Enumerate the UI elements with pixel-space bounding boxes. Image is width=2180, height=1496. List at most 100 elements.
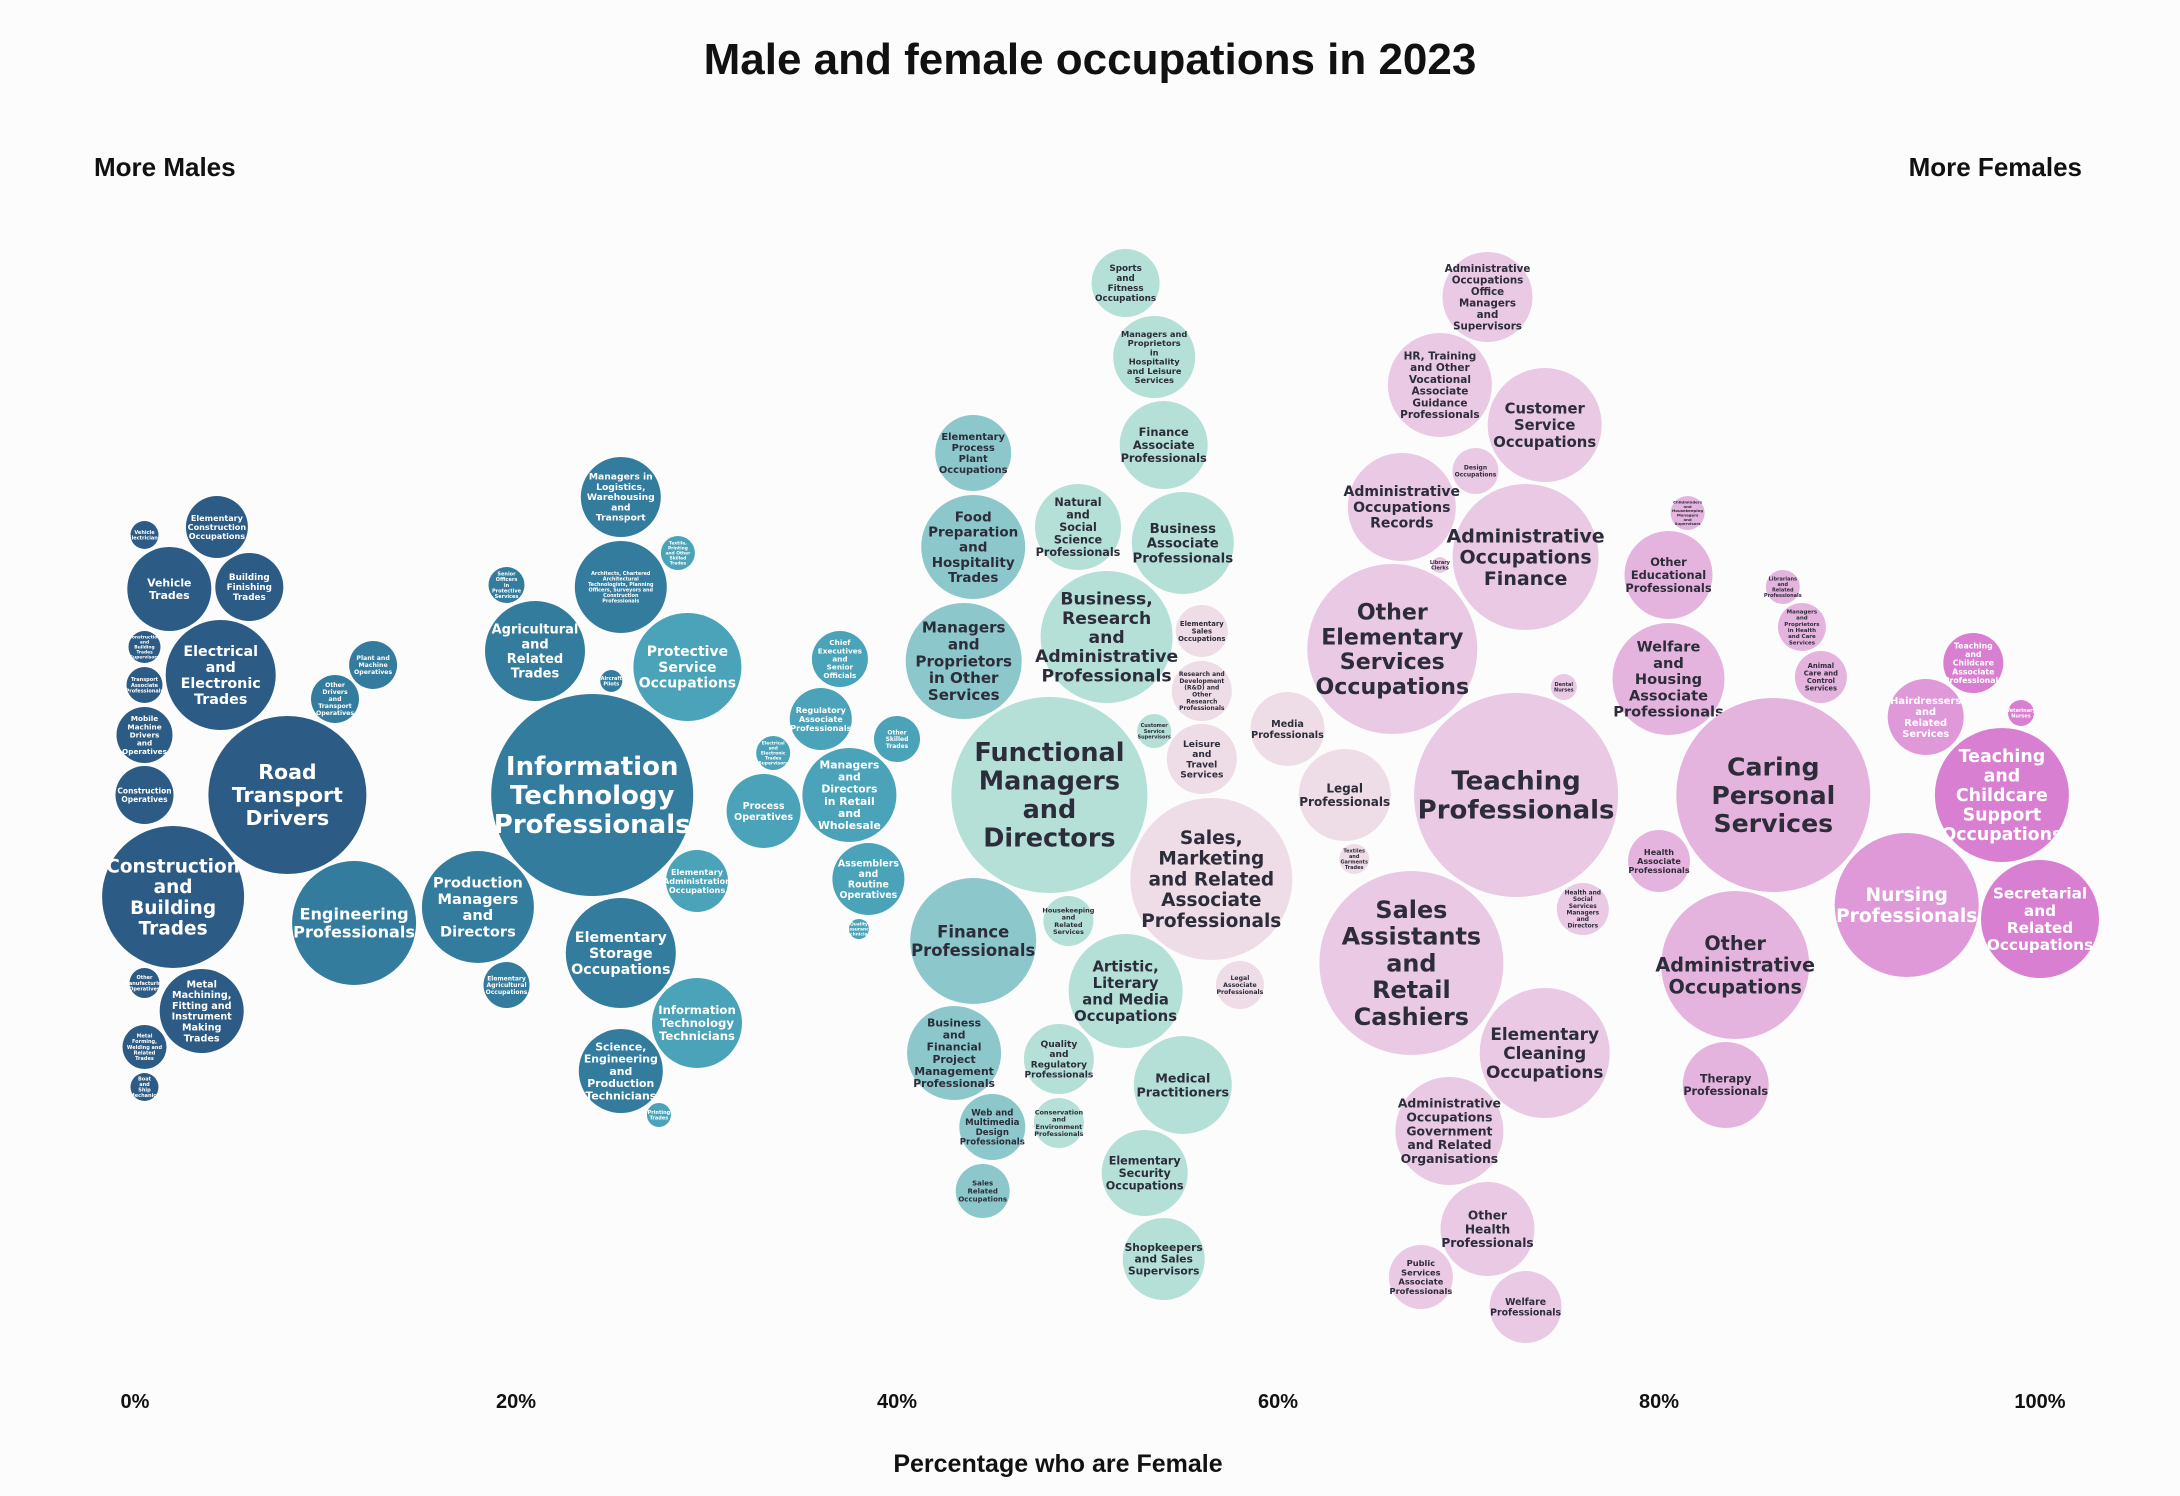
bubble: [1043, 896, 1094, 946]
bubble-label: Elementary Cleaning Occupations: [1486, 1024, 1603, 1082]
bubble-label: Other Elementary Services Occupations: [1315, 600, 1469, 700]
bubble-label: Administrative Occupations Records: [1344, 484, 1461, 531]
bubble-label: Sales, Marketing and Related Associate Profe…: [1141, 828, 1281, 932]
bubble-label: Regulatory Associate Professionals: [790, 705, 851, 733]
bubble-label: Textiles and Garments Trades: [1340, 848, 1367, 871]
bubble-label: Other Administrative Occupations: [1655, 932, 1815, 998]
bubble: [292, 861, 417, 985]
bubble-label: Elementary Security Occupations: [1106, 1154, 1184, 1192]
bubble: [1624, 531, 1713, 619]
bubble: [128, 631, 161, 663]
bubble: [905, 603, 1022, 719]
bubble: [1130, 798, 1293, 960]
bubble: [1033, 1098, 1084, 1148]
bubble: [1101, 1130, 1188, 1216]
bubble: [129, 968, 160, 998]
bubble-label: HR, Training and Other Vocational Associate…: [1400, 350, 1480, 421]
bubble: [349, 641, 398, 689]
x-tick-label: 100%: [2014, 1391, 2065, 1413]
bubble: [1319, 871, 1504, 1055]
bubble: [1131, 492, 1234, 594]
bubble-label: Housekeeping and Related Services: [1042, 906, 1094, 936]
bubble: [1676, 698, 1871, 892]
bubble-label: Senior Officers in Protective Services: [492, 572, 522, 600]
bubble-label: Elementary Storage Occupations: [571, 930, 670, 978]
bubble: [1487, 368, 1602, 482]
x-axis-ticks: 0% 20% 40% 60% 80% 100%: [121, 1391, 2066, 1413]
bubble-label: Managers and Proprietors in Health and Care S…: [1784, 610, 1820, 647]
bubble: [126, 667, 163, 703]
bubble-label: Legal Professionals: [1299, 782, 1390, 809]
bubble: [2008, 700, 2034, 726]
bubble-label: Administrative Occupations Office Managers a…: [1445, 263, 1531, 333]
x-tick-label: 60%: [1258, 1391, 1298, 1413]
bubble: [102, 826, 245, 968]
bubble-label: Vehicle Trades: [147, 577, 191, 602]
bubble: [116, 707, 173, 763]
right-label-more-females: More Females: [1909, 152, 2082, 182]
bubble-label: Building Finishing Trades: [227, 573, 272, 603]
x-tick-label: 80%: [1639, 1391, 1679, 1413]
bubble-label: Elementary Agricultural Occupations: [486, 975, 528, 995]
bubble: [874, 716, 920, 762]
bubble: [1035, 484, 1121, 570]
chart-title: Male and female occupations in 2023: [704, 35, 1477, 84]
bubble-label: Natural and Social Science Professionals: [1036, 496, 1121, 559]
bubble-label: Therapy Professionals: [1683, 1073, 1768, 1099]
bubble-label: Teaching and Childcare Support Occupations: [1941, 747, 2062, 845]
bubble-label: Mobile Machine Drivers and Operatives: [122, 714, 167, 756]
bubble-label: Science, Engineering and Production Technici…: [584, 1040, 658, 1102]
x-tick-label: 40%: [877, 1391, 917, 1413]
bubble-label: Customer Service Occupations: [1493, 401, 1596, 451]
bubble-label: Managers and Proprietors in Other Services: [915, 619, 1012, 705]
bubble: [921, 495, 1026, 599]
bubble: [756, 736, 791, 770]
bubble: [1395, 1077, 1504, 1185]
bubble-label: Customer Service Supervisors: [1137, 723, 1170, 740]
bubble-label: Quality and Regulatory Professionals: [1024, 1040, 1093, 1081]
bubble-label: Medical Practitioners: [1136, 1070, 1229, 1099]
bubble: [646, 1103, 671, 1127]
bubble: [1175, 605, 1228, 657]
bubble-label: Caring Personal Services: [1711, 753, 1835, 839]
bubble: [127, 547, 212, 631]
bubble-label: Design Occupations: [1455, 465, 1497, 479]
bubble-label: Boat and Ship Mechanics: [130, 1076, 160, 1099]
bubble-label: Assemblers and Routine Operatives: [838, 859, 899, 901]
bubble: [488, 567, 525, 603]
bubble: [1166, 724, 1237, 794]
bubble-label: Legal Associate Professionals: [1216, 975, 1263, 996]
bubble: [1479, 988, 1610, 1118]
bubble-label: Sports and Fitness Occupations: [1095, 264, 1156, 304]
bubble-label: Chief Executives and Senior Officials: [818, 638, 862, 680]
bubble-label: Elementary Administration Occupations: [663, 867, 731, 895]
bubble: [215, 553, 284, 621]
bubble: [1628, 830, 1690, 892]
bubble-label: Public Services Associate Professionals: [1389, 1258, 1452, 1296]
bubble-label: Administrative Occupations Government and R…: [1398, 1096, 1501, 1166]
bubble: [1347, 453, 1456, 561]
bubble-label: Elementary Process Plant Occupations: [939, 432, 1008, 476]
bubble-label: Metal Machining, Fitting and Instrument Maki…: [172, 980, 233, 1045]
bubble: [1122, 1218, 1205, 1300]
bubble: [1339, 844, 1370, 874]
bubble: [848, 919, 869, 939]
bubble-label: Printing Trades: [648, 1110, 671, 1122]
bubble-label: Teaching Professionals: [1418, 767, 1615, 826]
bubble-label: Aircraft Pilots: [601, 676, 623, 688]
bubble-label: Leisure and Travel Services: [1180, 740, 1223, 781]
bubble-label: Other Drivers and Transport Operatives: [316, 682, 354, 717]
bubble: [1489, 1271, 1562, 1343]
bubble-label: Business and Financial Project Management Pro…: [913, 1017, 995, 1090]
bubble: [1981, 860, 2099, 978]
bubble: [633, 613, 742, 721]
bubble-label: Managers and Proprietors in Hospitality and …: [1121, 329, 1187, 385]
bubble: [578, 1029, 663, 1113]
bubble: [1250, 692, 1325, 766]
bubble: [130, 521, 159, 549]
bubble: [1834, 833, 1979, 977]
bubble-label: Architects, Chartered Architectural Techno…: [588, 571, 654, 604]
bubble-label: Electrical and Electronic Trades Supervisors: [759, 741, 789, 767]
bubble: [959, 1094, 1026, 1160]
